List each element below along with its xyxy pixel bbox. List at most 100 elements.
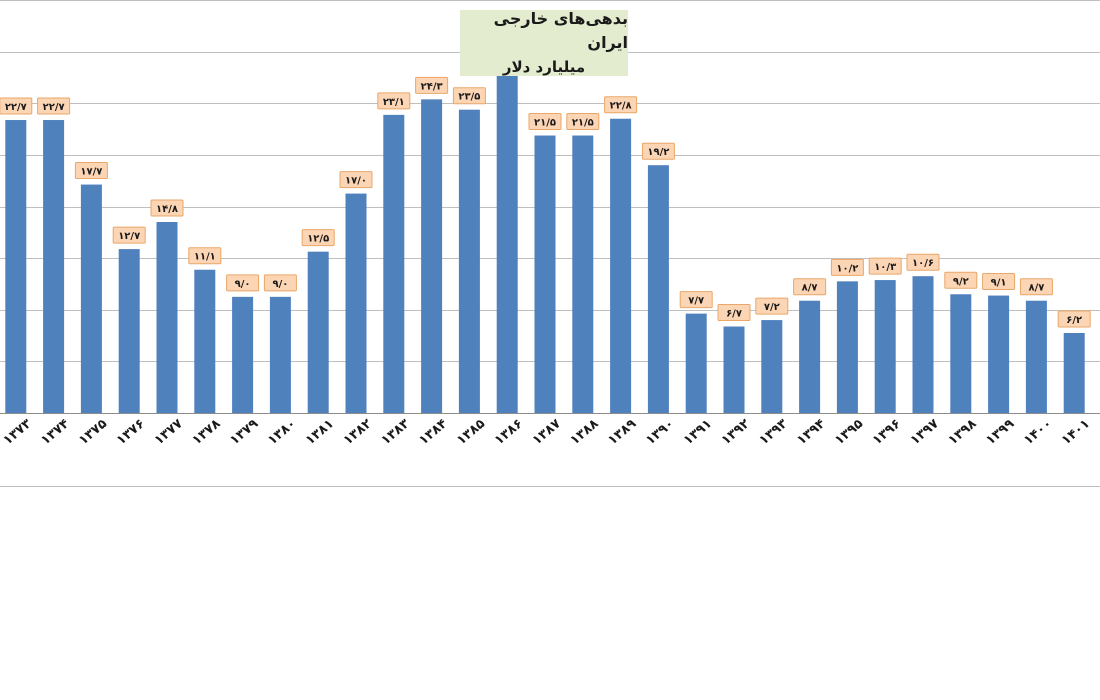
x-tick-label: ۱۳۹۰ (643, 416, 677, 448)
data-label-text: ۹/۲ (953, 276, 969, 287)
x-tick-label: ۱۳۸۴ (416, 416, 450, 448)
x-tick-label: ۱۳۷۷ (152, 416, 186, 448)
data-label-text: ۷/۲ (764, 302, 780, 313)
data-label-box (112, 226, 146, 244)
bar (5, 120, 27, 413)
bar (383, 114, 405, 413)
bar (118, 249, 140, 413)
bar (269, 296, 291, 413)
data-label-text: ۱۰/۶ (912, 258, 934, 269)
data-label-box (188, 247, 222, 265)
data-label-text: ۱۴/۸ (156, 204, 178, 215)
data-label-text: ۲۲/۸ (610, 101, 632, 112)
x-tick-label: ۱۳۸۷ (530, 416, 564, 448)
data-label: ۱۲/۷ (112, 226, 146, 244)
data-label-text: ۷/۷ (688, 296, 704, 307)
bar (836, 281, 858, 413)
bars (5, 43, 1085, 414)
data-label-box (452, 87, 486, 105)
data-label: ۷/۷ (679, 291, 713, 309)
data-label: ۲۴/۳ (415, 76, 449, 94)
data-label: ۱۱/۱ (188, 247, 222, 265)
bar (194, 269, 216, 413)
bar (43, 120, 65, 413)
data-label-box (377, 92, 411, 110)
bar (307, 251, 329, 413)
data-label: ۲۲/۸ (604, 96, 638, 114)
x-tick-label: ۱۳۸۱ (303, 416, 337, 448)
x-tick-labels: ۱۳۷۲۱۳۷۳۱۳۷۴۱۳۷۵۱۳۷۶۱۳۷۷۱۳۷۸۱۳۷۹۱۳۸۰۱۳۸۱… (1, 416, 1093, 448)
bar (496, 43, 518, 413)
data-label-text: ۸/۷ (1028, 283, 1044, 294)
data-label-box (679, 291, 713, 309)
x-tick-label: ۱۳۹۶ (870, 416, 904, 448)
bar (685, 313, 707, 413)
chart-subtitle: میلیارد دلار (502, 58, 586, 76)
bar (1063, 332, 1085, 413)
data-label-box (301, 229, 335, 247)
data-label: ۶/۷ (717, 304, 751, 322)
data-label: ۱۰/۲ (830, 258, 864, 276)
data-label-box (37, 97, 71, 115)
data-label-box (944, 271, 978, 289)
bar (534, 135, 556, 413)
x-tick-label: ۱۳۷۵ (76, 416, 110, 448)
x-tick-label: ۱۳۹۵ (832, 416, 866, 448)
data-label-text: ۲۴/۳ (421, 81, 443, 92)
data-label: ۲۱/۵ (528, 113, 562, 131)
bar (421, 99, 443, 414)
data-label-text: ۲۲/۷ (5, 102, 27, 113)
data-label: ۷/۲ (755, 297, 789, 315)
data-label-box (226, 274, 260, 292)
data-label-text: ۱۲/۵ (307, 234, 329, 245)
data-label-box (755, 297, 789, 315)
data-label: ۸/۷ (1019, 278, 1053, 296)
data-label-box (528, 113, 562, 131)
x-tick-label: ۱۳۷۳ (1, 416, 35, 448)
data-label-box (604, 96, 638, 114)
data-label-text: ۲۳/۵ (458, 92, 480, 103)
data-label-text: ۲۱/۵ (572, 118, 594, 129)
data-label: ۱۹/۲ (641, 142, 675, 160)
data-label-box (415, 76, 449, 94)
x-tick-label: ۱۳۸۵ (454, 416, 488, 448)
x-tick-label: ۱۳۹۸ (946, 416, 980, 448)
x-tick-label: ۱۳۹۲ (719, 416, 753, 448)
data-label-box (906, 253, 940, 271)
data-label: ۲۳/۱ (377, 92, 411, 110)
bar (80, 184, 102, 413)
data-label: ۱۲/۵ (301, 229, 335, 247)
data-label-text: ۱۲/۷ (118, 231, 140, 242)
data-label-box (830, 258, 864, 276)
data-label-text: ۹/۰ (272, 279, 288, 290)
data-label-box (1019, 278, 1053, 296)
x-tick-label: ۱۳۹۹ (983, 416, 1017, 448)
data-label-box (566, 113, 600, 131)
data-label: ۹/۰ (263, 274, 297, 292)
data-label-text: ۲۱/۵ (534, 118, 556, 129)
x-tick-label: ۱۳۹۷ (908, 416, 942, 448)
x-tick-label: ۱۳۸۶ (492, 416, 526, 448)
bar (1025, 300, 1047, 413)
bar (458, 109, 480, 413)
chart-title: بدهی‌های خارجی ایران (493, 9, 628, 52)
chart-title-box: بدهی‌های خارجی ایران میلیارد دلار (460, 9, 628, 76)
data-label-text: ۱۹/۲ (647, 147, 669, 158)
data-label-text: ۱۰/۲ (836, 263, 858, 274)
bar (610, 118, 632, 414)
data-label: ۱۴/۸ (150, 199, 184, 217)
data-labels: ۲۳/۲۲۲/۷۲۲/۷۱۷/۷۱۲/۷۱۴/۸۱۱/۱۹/۰۹/۰۱۲/۵۱۷… (0, 21, 1091, 328)
bar (345, 193, 367, 413)
x-tick-label: ۱۳۷۹ (227, 416, 261, 448)
x-tick-label: ۱۳۸۲ (341, 416, 375, 448)
data-label-box (717, 304, 751, 322)
data-label: ۲۲/۷ (37, 97, 71, 115)
data-label-box (793, 278, 827, 296)
data-label-text: ۱۰/۳ (874, 262, 896, 273)
data-label-text: ۶/۷ (726, 309, 742, 320)
x-tick-label: ۱۳۸۹ (605, 416, 639, 448)
x-tick-label: ۱۴۰۰ (1021, 416, 1055, 448)
data-label-text: ۱۱/۱ (194, 252, 216, 263)
x-tick-label: ۱۳۷۸ (190, 416, 224, 448)
bar (232, 296, 254, 413)
